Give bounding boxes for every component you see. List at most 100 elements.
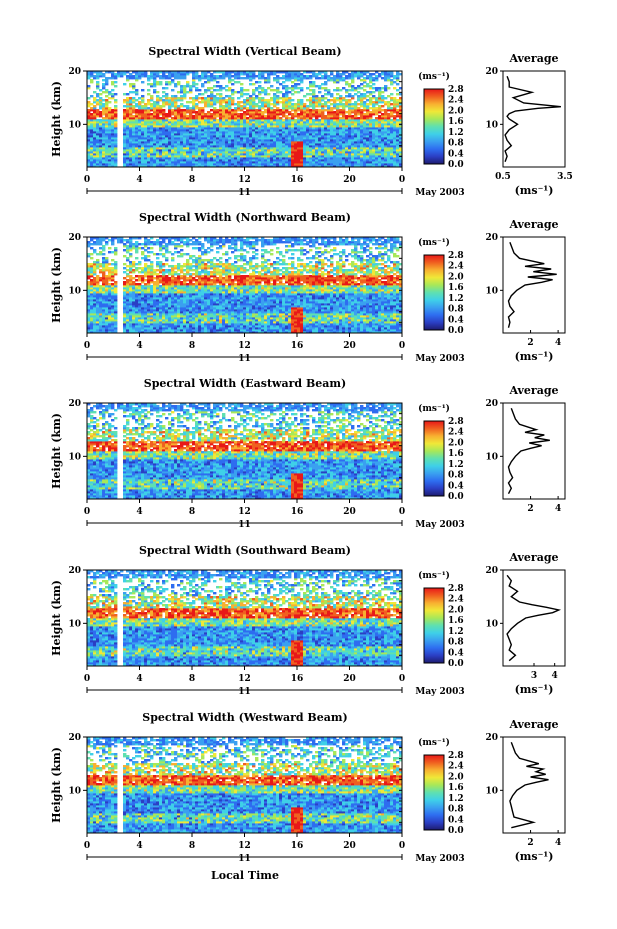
colorbar-tick-label: 1.2 [448,128,464,138]
heatmap-cell [99,97,102,99]
heatmap-cell [96,81,99,83]
heatmap-cell [381,105,384,107]
heatmap-cell [141,89,144,91]
heatmap-cell [360,87,363,89]
heatmap-cell [114,81,117,83]
heatmap-cell [327,89,330,91]
heatmap-cell [147,75,150,77]
heatmap-cell [324,101,327,103]
heatmap-cell [129,91,132,93]
heatmap-cell [306,99,309,101]
heatmap-cell [285,115,288,117]
heatmap-cell [363,85,366,87]
heatmap-cell [303,103,306,105]
heatmap-cell [348,89,351,91]
heatmap-cell [273,89,276,91]
heatmap-cell [114,99,117,101]
heatmap-cell [348,93,351,95]
heatmap-cell [375,75,378,77]
heatmap-cell [219,75,222,77]
heatmap-cell [333,97,336,99]
heatmap-cell [129,97,132,99]
heatmap-cell [222,105,225,107]
heatmap-cell [366,99,369,101]
heatmap-cell [336,103,339,105]
heatmap-cell [108,101,111,103]
heatmap-cell [297,83,300,85]
heatmap-cell [282,85,285,87]
heatmap-cell [243,111,246,113]
heatmap-cell [330,107,333,109]
heatmap-cell [198,97,201,99]
heatmap-cell [354,87,357,89]
heatmap-cell [225,89,228,91]
heatmap-cell [279,91,282,93]
heatmap-cell [231,89,234,91]
x-tick-label: 0 [84,175,90,185]
heatmap-cell [111,81,114,83]
heatmap-cell [147,99,150,101]
heatmap-cell [315,73,318,75]
heatmap-cell [345,95,348,97]
heatmap-cell [150,95,153,97]
heatmap-cell [318,77,321,79]
colorbar [424,89,444,164]
heatmap-cell [324,109,327,111]
heatmap-cell [357,107,360,109]
x-tick-label: 8 [189,175,195,185]
heatmap-cell [246,117,249,119]
heatmap-cell [342,103,345,105]
heatmap-cell [147,89,150,91]
heatmap-cell [324,115,327,117]
heatmap-cell [210,73,213,75]
heatmap-cell [216,109,219,111]
heatmap-cell [135,99,138,101]
heatmap-cell [396,119,399,121]
heatmap-cell [375,117,378,119]
heatmap-cell [132,97,135,99]
heatmap-cell [162,99,165,101]
heatmap-cell [327,75,330,77]
heatmap-cell [390,79,393,81]
heatmap-cell [111,89,114,91]
heatmap-cell [384,97,387,99]
heatmap-cell [390,107,393,109]
heatmap-cell [135,89,138,91]
heatmap-cell [207,75,210,77]
avg-x-tick-label: 0.5 [495,172,511,182]
heatmap-cell [324,87,327,89]
heatmap-cell [309,109,312,111]
heatmap-cell [102,79,105,81]
heatmap-cell [255,87,258,89]
heatmap-cell [330,103,333,105]
heatmap-cell [384,101,387,103]
heatmap-cell [276,75,279,77]
heatmap-cell [318,91,321,93]
heatmap-cell [216,93,219,95]
heatmap-cell [210,91,213,93]
heatmap-cell [195,103,198,105]
heatmap-cell [195,95,198,97]
heatmap-cell [264,89,267,91]
heatmap-cell [138,101,141,103]
heatmap-cell [372,73,375,75]
heatmap-cell [276,87,279,89]
heatmap-cell [171,109,174,111]
heatmap-cell [225,95,228,97]
heatmap-cell [189,97,192,99]
heatmap-cell [258,91,261,93]
heatmap-cell [132,91,135,93]
heatmap-cell [198,101,201,103]
heatmap-cell [369,73,372,75]
heatmap-cell [204,89,207,91]
heatmap-cell [141,95,144,97]
heatmap-cell [123,105,126,107]
heatmap-cell [255,95,258,97]
heatmap-cell [297,113,300,115]
heatmap-cell [156,81,159,83]
heatmap-cell [255,81,258,83]
heatmap-cell [183,85,186,87]
heatmap-cell [291,99,294,101]
heatmap-cell [303,75,306,77]
heatmap-cell [297,91,300,93]
